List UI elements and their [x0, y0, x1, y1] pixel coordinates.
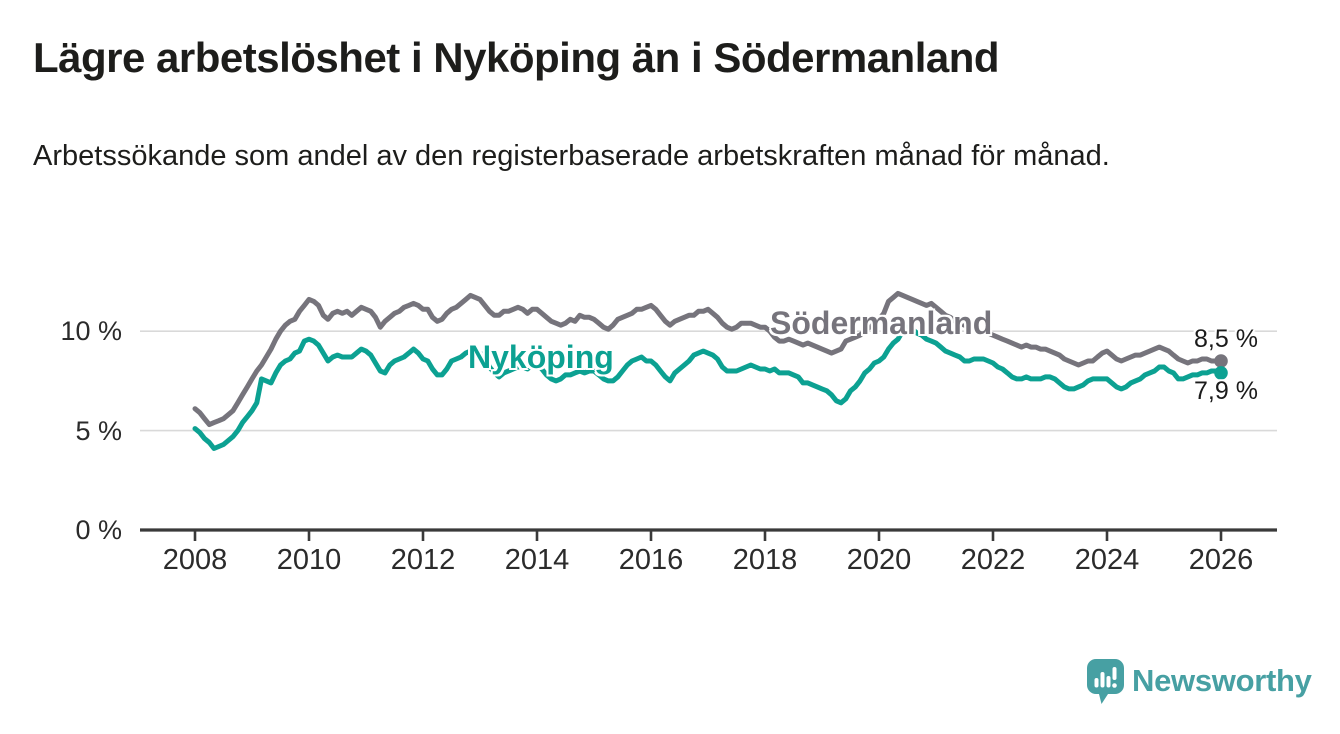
x-axis-label: 2010: [276, 544, 342, 576]
sodermanland-end-value: 8,5 %: [1194, 325, 1258, 353]
x-axis-label: 2022: [960, 544, 1026, 576]
y-axis-label: 10 %: [60, 316, 122, 347]
sodermanland-series-label: Södermanland: [770, 305, 993, 341]
page-subtitle: Arbetssökande som andel av den registerb…: [33, 140, 1110, 172]
newsworthy-wordmark: Newsworthy: [1132, 663, 1312, 698]
x-axis-label: 2020: [846, 544, 912, 576]
x-axis-label: 2014: [504, 544, 570, 576]
newsworthy-logo: Newsworthy: [1087, 659, 1312, 705]
y-axis-label: 5 %: [75, 415, 122, 446]
x-axis-label: 2018: [732, 544, 798, 576]
y-axis-label: 0 %: [75, 515, 122, 545]
x-axis-label: 2024: [1074, 544, 1140, 576]
page-title: Lägre arbetslöshet i Nyköping än i Söder…: [33, 34, 1000, 81]
x-axis-label: 2012: [390, 544, 456, 576]
bar-chart-speech-bubble-icon: [1087, 659, 1124, 704]
x-axis-label: 2016: [618, 544, 684, 576]
x-axis-label: 2008: [162, 544, 228, 576]
x-axis-label: 2026: [1188, 544, 1254, 576]
nykoping-end-value: 7,9 %: [1194, 377, 1258, 405]
nykoping-series-label: Nyköping: [468, 339, 614, 375]
